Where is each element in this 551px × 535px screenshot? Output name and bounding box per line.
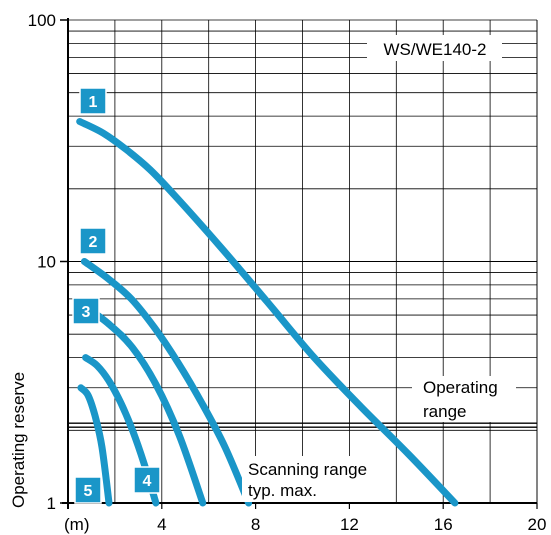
x-tick-label: 16 [434,515,453,534]
scanning-range-label-1: Scanning range [248,460,367,479]
series-badge-2 [79,227,107,255]
series-badges: 1 2 3 4 5 [72,87,161,504]
series-badge-label-4: 4 [143,473,152,490]
series-badge-label-2: 2 [89,234,98,251]
operating-range-label-1: Operating [423,378,498,397]
series-badge-label-1: 1 [89,94,98,111]
chart-title: WS/WE140-2 [384,40,487,59]
series-badge-4 [133,466,161,494]
grid [68,19,538,503]
x-tick-label: 4 [157,515,166,534]
series-line-3 [82,303,207,507]
scanning-range-label-2: typ. max. [248,481,317,500]
series-badge-label-3: 3 [82,304,91,321]
series-badge-5 [74,476,102,504]
y-axis-label: Operating reserve [9,372,28,508]
y-tick-label: 1 [47,494,56,513]
series-badge-label-5: 5 [84,483,93,500]
operating-range-label-2: range [423,402,466,421]
y-tick-label: 100 [28,11,56,30]
series-line-4 [82,354,160,507]
operating-range-box [412,376,516,422]
y-tick-label: 10 [37,253,56,272]
title-box [367,35,502,61]
series-lines [76,118,459,507]
series-badge-1 [79,87,107,115]
x-tick-label: 12 [340,515,359,534]
series-line-5 [77,384,113,507]
series-line-2 [80,258,253,507]
series-line-1 [76,118,459,507]
scanning-range-box [242,456,392,502]
series-badge-3 [72,297,100,325]
x-unit-label: (m) [64,515,89,534]
x-tick-label: 8 [251,515,260,534]
x-tick-label: 20 [528,515,547,534]
